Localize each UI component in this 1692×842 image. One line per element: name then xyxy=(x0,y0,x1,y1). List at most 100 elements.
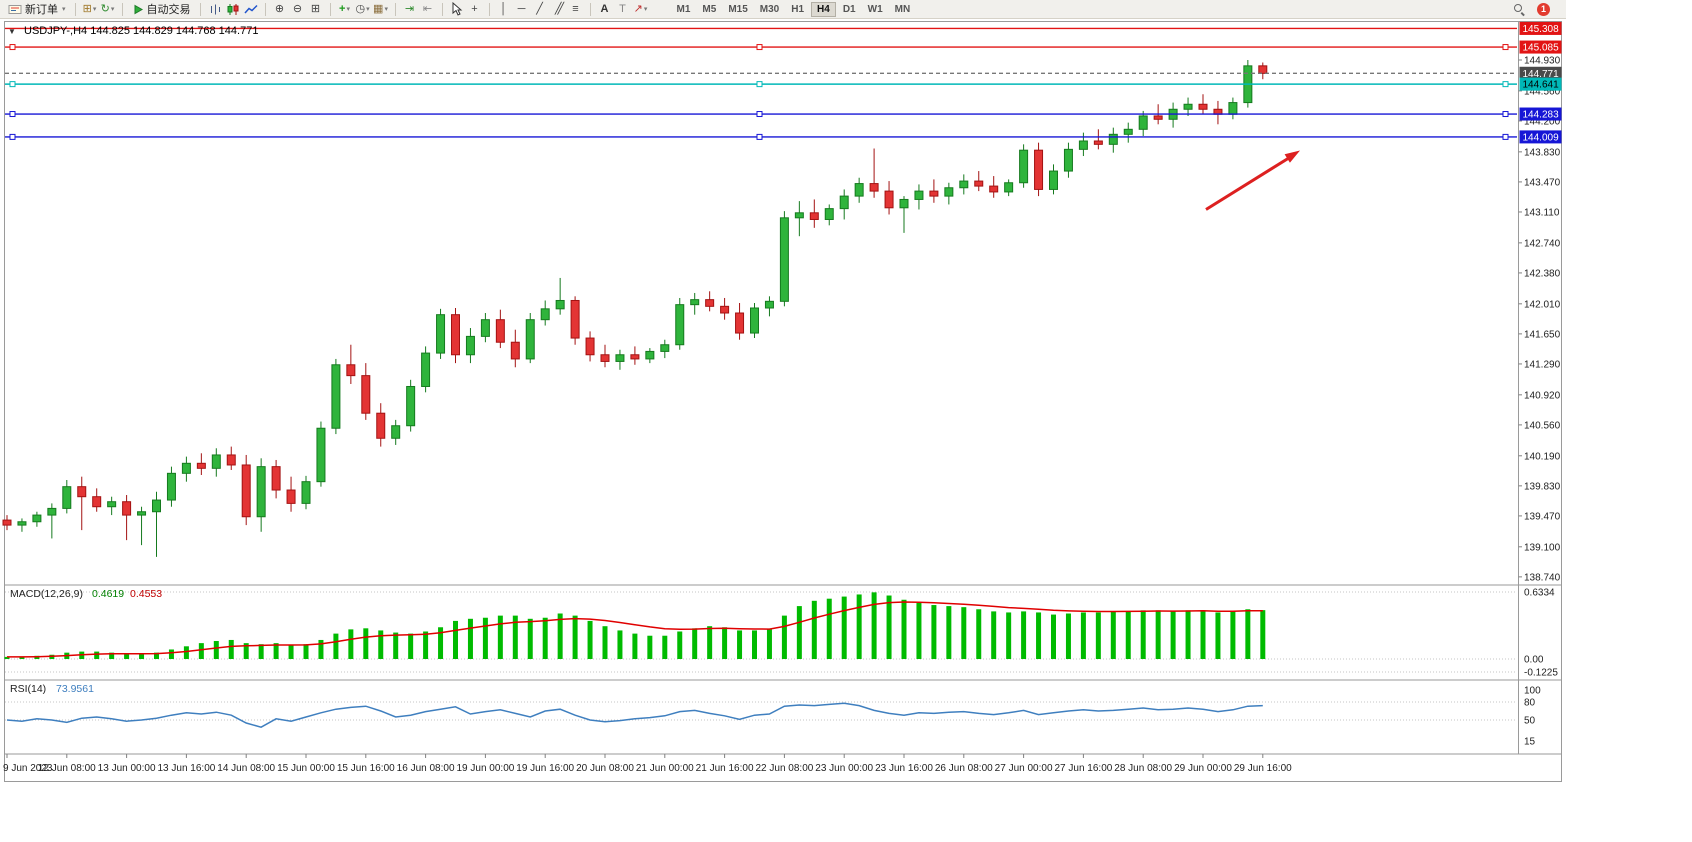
tile-windows-icon[interactable]: ⊞ xyxy=(310,3,321,15)
chevron-down-icon: ▾ xyxy=(62,6,66,13)
trendline-icon[interactable]: ╱ xyxy=(536,3,543,15)
zoom-in-icon[interactable]: ⊕ xyxy=(274,3,285,15)
window-menu-icon[interactable]: ▼ xyxy=(8,27,16,36)
time-axis-label: 21 Jun 16:00 xyxy=(696,763,754,774)
timeframe-H4[interactable]: H4 xyxy=(811,1,836,17)
trend-arrow[interactable] xyxy=(1205,157,1289,211)
toolbar-separator xyxy=(264,2,266,16)
macd-axis-label: 0.6334 xyxy=(1524,587,1555,598)
horizontal-line-icon[interactable]: ─ xyxy=(517,3,526,15)
price-tag-144.641: 144.641 xyxy=(1523,80,1560,91)
timeframe-MN[interactable]: MN xyxy=(894,3,911,15)
indicators-icon[interactable]: + ▾ xyxy=(339,3,350,15)
fibonacci-icon[interactable]: ≡ xyxy=(572,3,579,15)
search-icon[interactable] xyxy=(1510,1,1528,17)
timeframe-W1[interactable]: W1 xyxy=(867,3,883,15)
time-axis-label: 19 Jun 16:00 xyxy=(516,763,574,774)
time-axis-label: 14 Jun 08:00 xyxy=(217,763,275,774)
macd-axis-label: -0.1225 xyxy=(1524,667,1558,678)
panel-separators xyxy=(4,21,1562,755)
time-axis-label: 13 Jun 16:00 xyxy=(157,763,215,774)
time-axis-label: 13 Jun 00:00 xyxy=(98,763,156,774)
chart-shift-icon[interactable]: ⇤ xyxy=(422,3,433,15)
levels-layer xyxy=(5,27,1517,140)
autotrade-button[interactable]: 自动交易 xyxy=(128,1,195,17)
bars-icon[interactable] xyxy=(206,1,224,17)
line-chart-icon[interactable] xyxy=(242,1,260,17)
time-axis-label: 9 Jun 2023 xyxy=(3,763,53,774)
time-axis-label: 12 Jun 08:00 xyxy=(38,763,96,774)
price-axis-label: 141.650 xyxy=(1524,329,1561,340)
rsi-axis-label: 50 xyxy=(1524,716,1536,727)
time-axis-label: 29 Jun 00:00 xyxy=(1174,763,1232,774)
annotation-layer xyxy=(1205,150,1300,211)
timeframe-D1[interactable]: D1 xyxy=(842,3,856,15)
vertical-line-icon[interactable]: │ xyxy=(500,3,507,15)
toolbar-separator xyxy=(589,2,591,16)
time-axis-label: 27 Jun 16:00 xyxy=(1054,763,1112,774)
chart-title: USDJPY-,H4 144.825 144.829 144.768 144.7… xyxy=(24,25,258,37)
zoom-out-icon[interactable]: ⊖ xyxy=(292,3,303,15)
timeframe-group: M1 M5 M15 M30 H1 H4 D1 W1 MN xyxy=(672,1,916,17)
auto-scroll-icon[interactable]: ⇥ xyxy=(404,3,415,15)
toolbar-separator xyxy=(488,2,490,16)
toolbar-separator xyxy=(121,2,123,16)
new-order-icon xyxy=(8,3,22,16)
toolbar-separator xyxy=(329,2,331,16)
price-axis-label: 140.190 xyxy=(1524,451,1561,462)
periods-icon[interactable]: ◷ ▾ xyxy=(355,3,370,15)
price-tag-144.771: 144.771 xyxy=(1523,69,1560,80)
time-axis-label: 23 Jun 16:00 xyxy=(875,763,933,774)
time-axis-label: 22 Jun 08:00 xyxy=(755,763,813,774)
price-axis-label: 143.830 xyxy=(1524,147,1561,158)
time-axis-label: 20 Jun 08:00 xyxy=(576,763,634,774)
chevron-down-icon: ▾ xyxy=(110,6,115,13)
toolbar: 新订单 ▾ ⊞ ▾ ↻ ▾ 自动交易 ⊕ ⊖ ⊞ + ▾ ◷ ▾ ▦ ▾ ⇥ ⇤ + │ ─ ╱ ╱╱ ≡ A T ↗ ▾ M1 M5 M… xyxy=(0,0,1566,19)
toolbar-separator xyxy=(441,2,443,16)
rsi-layer xyxy=(5,701,1517,729)
channel-icon[interactable]: ╱╱ xyxy=(554,3,564,15)
timeframe-M5[interactable]: M5 xyxy=(702,3,717,15)
timeframe-M1[interactable]: M1 xyxy=(676,3,691,15)
chevron-down-icon: ▾ xyxy=(366,6,370,13)
price-axis-label: 142.380 xyxy=(1524,268,1561,279)
crosshair-icon[interactable]: + xyxy=(471,3,478,15)
time-axis-label: 19 Jun 00:00 xyxy=(456,763,514,774)
new-chart-icon[interactable]: ⊞ ▾ xyxy=(82,3,97,15)
time-axis-label: 26 Jun 08:00 xyxy=(935,763,993,774)
macd-layer xyxy=(4,591,1517,673)
cursor-icon[interactable] xyxy=(448,1,466,17)
price-axis-label: 138.740 xyxy=(1524,572,1561,583)
chevron-down-icon: ▾ xyxy=(384,6,388,13)
time-axis-label: 15 Jun 16:00 xyxy=(337,763,395,774)
text-icon[interactable]: A xyxy=(600,3,609,15)
macd-axis-label: 0.00 xyxy=(1524,655,1544,666)
price-axis-label: 144.930 xyxy=(1524,56,1561,67)
profiles-icon[interactable]: ↻ ▾ xyxy=(100,3,115,15)
timeframe-M30[interactable]: M30 xyxy=(759,3,780,15)
price-axis-label: 141.290 xyxy=(1524,359,1561,370)
axes-layer: 144.930 144.560 144.200 143.830 143.470 143.1… xyxy=(3,21,1562,774)
arrows-icon[interactable]: ↗ ▾ xyxy=(633,3,648,15)
rsi-axis-label: 80 xyxy=(1524,698,1536,709)
time-axis-label: 28 Jun 08:00 xyxy=(1114,763,1172,774)
timeframe-M15[interactable]: M15 xyxy=(728,3,748,15)
label-icon[interactable]: T xyxy=(619,3,626,15)
price-axis-label: 139.470 xyxy=(1524,511,1561,522)
notification-badge[interactable]: 1 xyxy=(1537,2,1550,16)
candles-layer xyxy=(2,60,1268,557)
timeframe-H1[interactable]: H1 xyxy=(791,3,805,15)
templates-icon[interactable]: ▦ ▾ xyxy=(373,3,388,15)
autotrade-button-label: 自动交易 xyxy=(146,4,191,16)
candlesticks-icon[interactable] xyxy=(224,1,242,17)
chevron-down-icon: ▾ xyxy=(346,6,350,13)
new-order-button[interactable]: 新订单 ▾ xyxy=(4,1,70,17)
chevron-down-icon: ▾ xyxy=(643,6,648,13)
price-tag-144.283: 144.283 xyxy=(1523,110,1560,121)
price-axis-label: 140.560 xyxy=(1524,420,1561,431)
price-axis-label: 140.920 xyxy=(1524,390,1561,401)
time-axis-label: 27 Jun 00:00 xyxy=(995,763,1053,774)
mt4-app: 新订单 ▾ ⊞ ▾ ↻ ▾ 自动交易 ⊕ ⊖ ⊞ + ▾ ◷ ▾ ▦ ▾ ⇥ ⇤ + │ ─ ╱ ╱╱ ≡ A T ↗ ▾ M1 M5 M… xyxy=(0,0,1566,787)
autotrade-icon xyxy=(132,3,144,16)
chart-canvas[interactable]: 144.930 144.560 144.200 143.830 143.470 143.1… xyxy=(0,19,1566,782)
